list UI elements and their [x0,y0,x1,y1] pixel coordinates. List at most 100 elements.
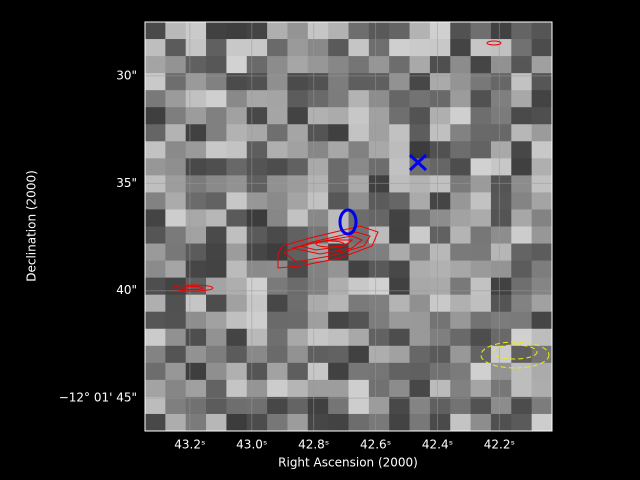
pixel [226,124,248,142]
pixel [206,328,227,347]
pixel [450,141,472,159]
pixel [145,243,166,262]
pixel [328,141,349,159]
pixel [511,226,533,245]
pixel [368,396,390,415]
pixel [165,209,187,227]
pixel [531,90,553,108]
pixel [246,311,268,330]
x-tick-label: 43.2ˢ [174,438,205,452]
pixel [531,413,553,432]
pixel [165,379,187,398]
pixel [348,175,370,193]
pixel [511,413,533,432]
pixel [226,396,248,415]
pixel [226,260,248,279]
pixel [267,141,288,159]
pixel [246,260,268,279]
pixel [328,345,349,364]
pixel [307,328,329,347]
pixel [206,209,227,227]
pixel [246,175,268,193]
pixel [185,413,207,432]
pixel [470,209,492,227]
pixel [470,175,492,193]
pixel [490,328,512,347]
pixel [206,226,227,245]
pixel [267,124,288,142]
pixel [185,294,207,313]
pixel [307,294,329,313]
pixel [165,141,187,159]
pixel [185,311,207,330]
pixel [185,39,207,57]
pixel [470,124,492,142]
pixel [511,107,533,125]
pixel [246,345,268,364]
pixel [267,379,288,398]
pixel [328,311,349,330]
pixel [531,107,553,125]
pixel [246,158,268,176]
pixel [206,260,227,279]
pixel [145,209,166,227]
pixel [531,39,553,57]
pixel [226,328,248,347]
pixel [511,192,533,210]
pixel [450,413,472,432]
pixel [246,226,268,245]
pixel [226,413,248,432]
pixel [368,107,390,125]
pixel [409,56,431,74]
pixel [226,90,248,108]
pixel [165,226,187,245]
pixel [307,90,329,108]
pixel [511,22,533,40]
pixel [246,243,268,262]
pixel [409,243,431,262]
pixel [287,362,309,381]
pixel [287,345,309,364]
y-tick-label: 30" [116,68,137,82]
pixel [267,277,288,296]
pixel [531,226,553,245]
pixel [287,294,309,313]
pixel [307,277,329,296]
pixel [470,226,492,245]
pixel [429,294,451,313]
pixel [531,328,553,347]
pixel [307,107,329,125]
pixel [267,396,288,415]
pixel [206,39,227,57]
pixel [246,192,268,210]
pixel [470,22,492,40]
pixel [531,260,553,279]
pixel [328,260,349,279]
pixel [145,328,166,347]
pixel [287,192,309,210]
pixel [287,158,309,176]
pixel [348,192,370,210]
pixel [389,362,411,381]
pixel [307,141,329,159]
pixel [267,107,288,125]
pixel [409,328,431,347]
pixel [328,39,349,57]
pixel [490,192,512,210]
pixel [389,90,411,108]
pixel [470,311,492,330]
pixel [287,90,309,108]
pixel [429,90,451,108]
pixel [165,192,187,210]
pixel [145,345,166,364]
x-axis-label: Right Ascension (2000) [278,456,418,470]
pixel [531,362,553,381]
pixel [511,396,533,415]
pixel [450,90,472,108]
pixel [368,209,390,227]
y-tick-label: 40" [116,283,137,297]
pixel [409,260,431,279]
pixel [287,73,309,91]
pixel [165,260,187,279]
pixel [389,192,411,210]
